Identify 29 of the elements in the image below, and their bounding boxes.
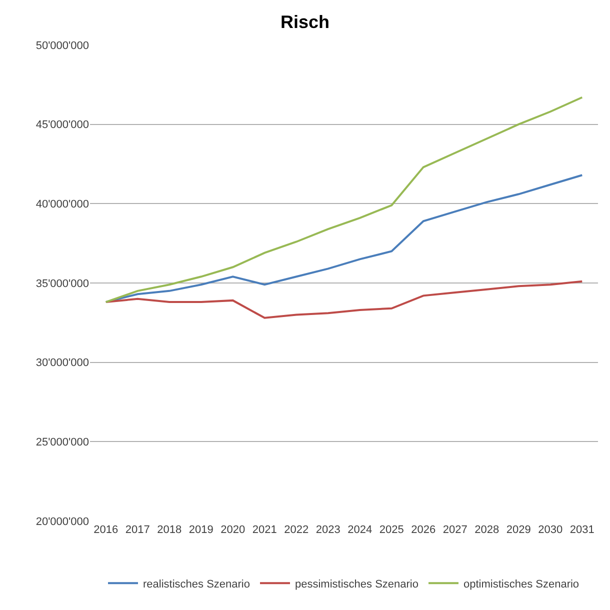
y-tick-label: 20'000'000 [36,516,89,528]
y-tick-label: 25'000'000 [36,436,89,449]
x-tick-label: 2018 [157,524,182,536]
y-tick-label: 35'000'000 [36,278,89,290]
y-tick-label: 50'000'000 [36,40,89,52]
x-tick-label: 2026 [411,524,436,536]
legend-label: realistisches Szenario [143,578,250,590]
legend-label: optimistisches Szenario [464,578,580,590]
x-tick-label: 2021 [252,524,277,536]
x-tick-label: 2025 [379,524,404,536]
x-tick-label: 2027 [442,524,468,536]
line-series [104,280,584,319]
legend-label: pessimistisches Szenario [295,578,418,590]
x-tick-label: 2022 [284,524,309,536]
y-tick-label: 45'000'000 [36,119,89,132]
x-tick-label: 2031 [570,524,594,536]
line-series [104,96,584,304]
x-tick-label: 2029 [506,524,531,536]
x-tick-label: 2016 [94,524,118,536]
x-tick-label: 2023 [316,524,340,536]
x-tick-label: 2030 [538,524,563,536]
x-tick-label: 2028 [474,524,500,536]
x-tick-label: 2024 [348,524,372,536]
x-tick-label: 2017 [125,524,150,536]
y-tick-label: 40'000'000 [36,198,89,211]
x-tick-label: 2020 [220,524,246,536]
y-tick-label: 30'000'000 [36,357,89,370]
x-tick-label: 2019 [188,524,214,536]
chart-title: Risch [280,12,330,32]
